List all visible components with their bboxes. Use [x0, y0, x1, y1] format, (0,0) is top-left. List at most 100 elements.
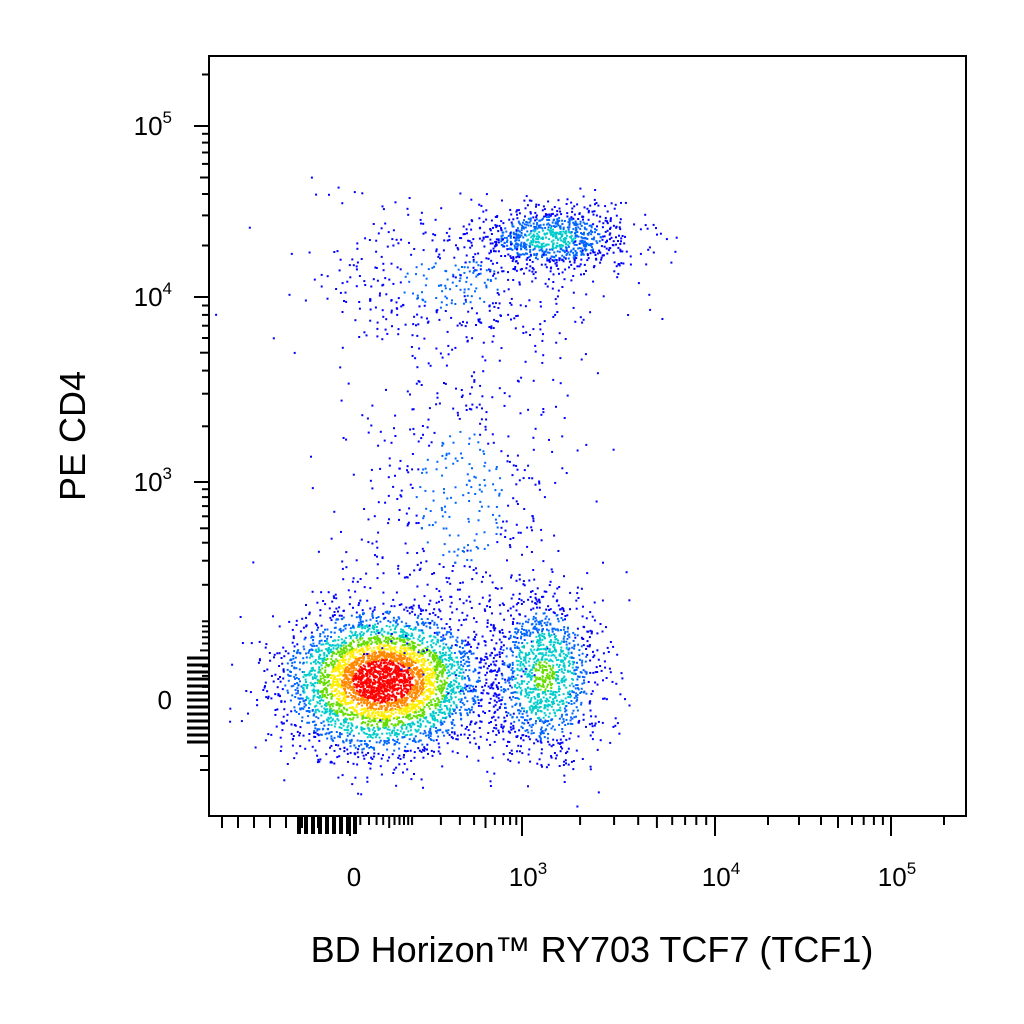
data-point [372, 624, 375, 627]
data-point [329, 746, 331, 749]
data-point [388, 693, 391, 696]
data-point [519, 662, 522, 665]
data-point [411, 739, 414, 742]
data-point [446, 731, 449, 734]
data-point [350, 738, 353, 741]
data-point [323, 635, 326, 638]
data-point [518, 685, 521, 688]
data-point [416, 714, 419, 717]
data-point [459, 712, 462, 715]
data-point [431, 638, 434, 641]
data-point [535, 635, 538, 638]
data-point [331, 709, 334, 712]
data-point [372, 663, 375, 666]
data-point [282, 646, 285, 649]
data-point [508, 741, 511, 743]
data-point [554, 696, 557, 699]
data-point [328, 708, 331, 711]
data-point [465, 599, 468, 602]
data-point [528, 694, 531, 697]
data-point [312, 661, 315, 664]
data-point [411, 607, 414, 610]
data-point [451, 727, 454, 730]
data-point [384, 723, 387, 725]
data-point [433, 608, 436, 611]
data-point [550, 690, 553, 693]
data-point [403, 702, 406, 705]
data-point [403, 685, 406, 688]
data-point [407, 715, 410, 718]
data-point [388, 732, 391, 735]
data-point [606, 646, 609, 649]
data-point [552, 677, 555, 680]
data-point [555, 614, 558, 617]
data-point [592, 650, 594, 653]
data-point [452, 688, 455, 691]
data-point [423, 595, 426, 598]
data-point [400, 664, 403, 667]
data-point [448, 671, 451, 674]
data-point [287, 679, 290, 682]
data-point [350, 711, 353, 714]
data-point [413, 737, 416, 740]
data-point [360, 630, 363, 633]
data-point [556, 709, 559, 712]
data-point [356, 683, 359, 686]
data-point [389, 660, 392, 663]
data-point [340, 704, 343, 707]
data-point [517, 660, 520, 663]
data-point [309, 670, 312, 672]
data-point [396, 654, 398, 657]
data-point [409, 676, 412, 679]
data-point [344, 684, 346, 686]
data-point [334, 722, 337, 725]
data-point [558, 700, 561, 703]
data-point [393, 655, 396, 658]
data-point [325, 691, 328, 694]
data-point [422, 732, 425, 735]
data-point [379, 697, 382, 699]
data-point [434, 652, 437, 655]
data-point [407, 730, 410, 733]
data-point [341, 560, 344, 563]
data-point [316, 678, 319, 681]
data-point [494, 654, 497, 657]
data-point [384, 710, 386, 713]
data-point [315, 648, 318, 651]
data-point [433, 750, 435, 753]
data-point [319, 702, 321, 705]
data-point [380, 700, 383, 703]
data-point [589, 734, 592, 737]
data-point [402, 771, 404, 774]
data-point [399, 669, 402, 672]
data-point [368, 655, 371, 658]
data-point [404, 716, 407, 719]
data-point [407, 625, 410, 627]
data-point [341, 641, 344, 644]
data-point [440, 656, 443, 659]
data-point [466, 614, 469, 617]
data-point [386, 663, 389, 666]
data-point [547, 715, 550, 718]
data-point [315, 644, 318, 647]
data-point [402, 631, 405, 634]
data-point [531, 600, 534, 603]
data-point [528, 634, 531, 637]
data-point [605, 677, 608, 679]
data-point [447, 646, 449, 649]
data-point [561, 747, 564, 750]
data-point [518, 709, 521, 712]
data-point [389, 734, 392, 737]
data-point [468, 687, 471, 690]
data-point [405, 636, 408, 639]
data-point [229, 720, 232, 723]
data-point [293, 666, 296, 669]
data-point [327, 648, 330, 651]
data-point [544, 648, 547, 651]
data-point [405, 662, 408, 665]
data-point [355, 611, 358, 614]
data-point [348, 651, 351, 654]
data-point [322, 689, 325, 692]
data-point [331, 600, 334, 603]
data-point [392, 693, 395, 696]
